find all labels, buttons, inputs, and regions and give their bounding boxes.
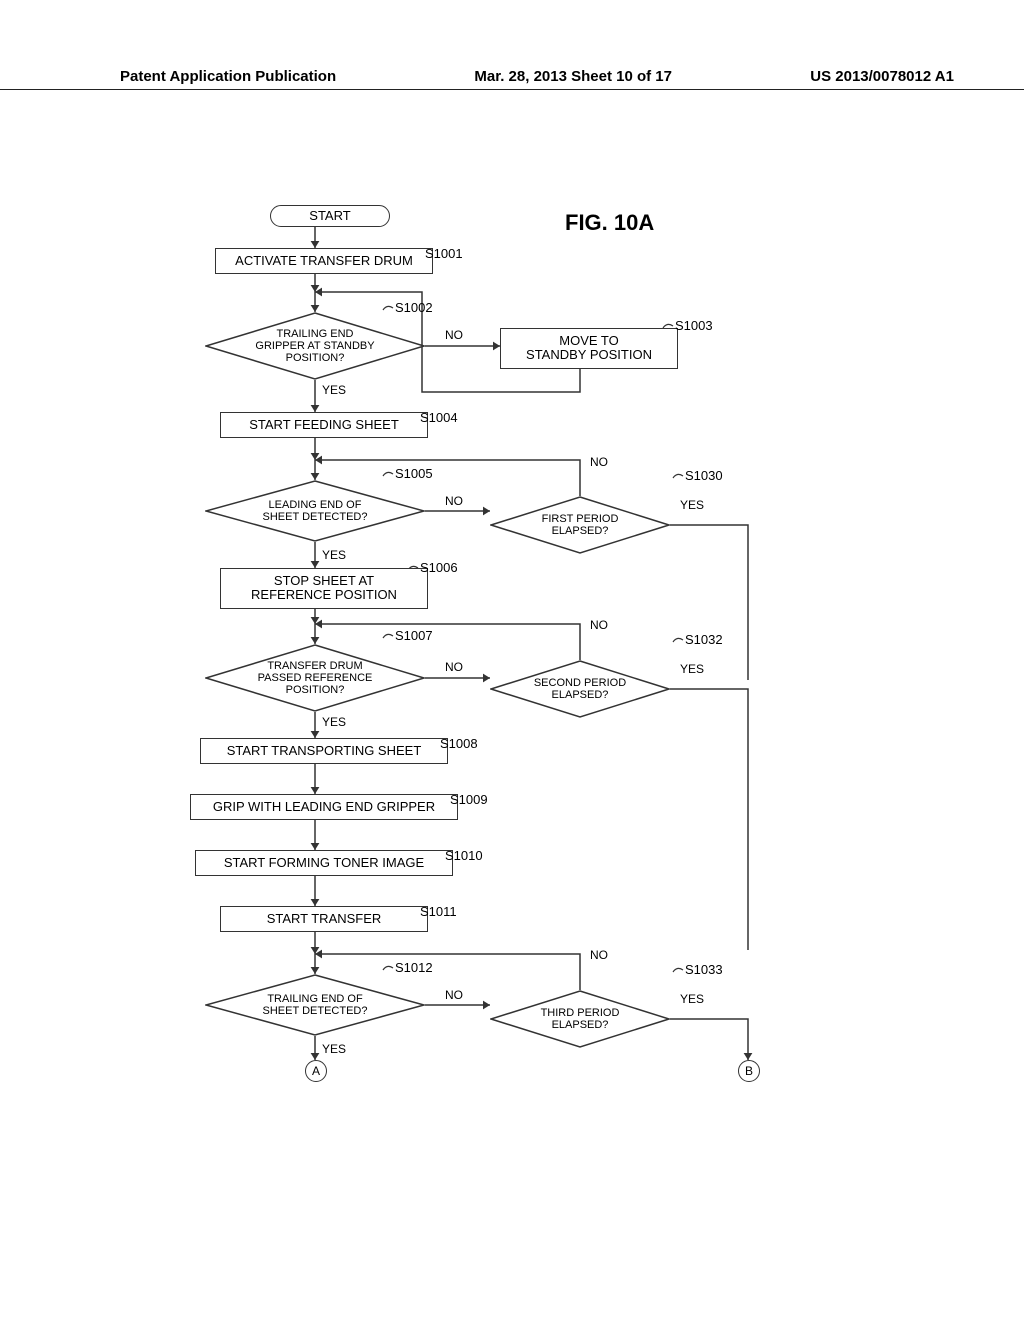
step-label-s1001: S1001 xyxy=(425,246,463,261)
no-label: NO xyxy=(445,328,463,342)
decision-text-s1007: TRANSFER DRUMPASSED REFERENCEPOSITION? xyxy=(205,644,425,712)
header-left: Patent Application Publication xyxy=(120,68,336,85)
decision-text-s1032: SECOND PERIODELAPSED? xyxy=(490,660,670,718)
decision-s1033: THIRD PERIODELAPSED? xyxy=(490,990,670,1048)
decision-s1030: FIRST PERIODELAPSED? xyxy=(490,496,670,554)
step-label-s1002: S1002 xyxy=(395,300,433,315)
no-label: NO xyxy=(590,948,608,962)
no-label: NO xyxy=(590,455,608,469)
process-s1006: STOP SHEET ATREFERENCE POSITION xyxy=(220,568,428,609)
decision-text-s1030: FIRST PERIODELAPSED? xyxy=(490,496,670,554)
connector-connA: A xyxy=(305,1060,327,1082)
no-label: NO xyxy=(445,660,463,674)
decision-s1012: TRAILING END OFSHEET DETECTED? xyxy=(205,974,425,1036)
process-s1008: START TRANSPORTING SHEET xyxy=(200,738,448,764)
no-label: NO xyxy=(590,618,608,632)
step-label-s1004: S1004 xyxy=(420,410,458,425)
step-label-s1009: S1009 xyxy=(450,792,488,807)
yes-label: YES xyxy=(322,383,346,397)
yes-label: YES xyxy=(322,1042,346,1056)
yes-label: YES xyxy=(322,715,346,729)
no-label: NO xyxy=(445,988,463,1002)
yes-label: YES xyxy=(680,992,704,1006)
terminator-start: START xyxy=(270,205,390,227)
decision-text-s1033: THIRD PERIODELAPSED? xyxy=(490,990,670,1048)
yes-label: YES xyxy=(680,662,704,676)
decision-s1007: TRANSFER DRUMPASSED REFERENCEPOSITION? xyxy=(205,644,425,712)
no-label: NO xyxy=(445,494,463,508)
decision-text-s1002: TRAILING ENDGRIPPER AT STANDBYPOSITION? xyxy=(205,312,425,380)
decision-text-s1005: LEADING END OFSHEET DETECTED? xyxy=(205,480,425,542)
process-s1011: START TRANSFER xyxy=(220,906,428,932)
header-center: Mar. 28, 2013 Sheet 10 of 17 xyxy=(474,68,672,85)
step-label-s1006: S1006 xyxy=(420,560,458,575)
step-label-s1032: S1032 xyxy=(685,632,723,647)
step-label-s1010: S1010 xyxy=(445,848,483,863)
step-label-s1008: S1008 xyxy=(440,736,478,751)
yes-label: YES xyxy=(322,548,346,562)
step-label-s1003: S1003 xyxy=(675,318,713,333)
process-s1010: START FORMING TONER IMAGE xyxy=(195,850,453,876)
decision-s1032: SECOND PERIODELAPSED? xyxy=(490,660,670,718)
step-label-s1012: S1012 xyxy=(395,960,433,975)
step-label-s1030: S1030 xyxy=(685,468,723,483)
yes-label: YES xyxy=(680,498,704,512)
decision-s1002: TRAILING ENDGRIPPER AT STANDBYPOSITION? xyxy=(205,312,425,380)
step-label-s1011: S1011 xyxy=(420,904,457,919)
process-s1004: START FEEDING SHEET xyxy=(220,412,428,438)
page-header: Patent Application Publication Mar. 28, … xyxy=(0,68,1024,90)
figure-title: FIG. 10A xyxy=(565,210,654,236)
process-s1003: MOVE TOSTANDBY POSITION xyxy=(500,328,678,369)
step-label-s1005: S1005 xyxy=(395,466,433,481)
connector-connB: B xyxy=(738,1060,760,1082)
decision-s1005: LEADING END OFSHEET DETECTED? xyxy=(205,480,425,542)
decision-text-s1012: TRAILING END OFSHEET DETECTED? xyxy=(205,974,425,1036)
step-label-s1033: S1033 xyxy=(685,962,723,977)
header-right: US 2013/0078012 A1 xyxy=(810,68,954,85)
process-s1001: ACTIVATE TRANSFER DRUM xyxy=(215,248,433,274)
process-s1009: GRIP WITH LEADING END GRIPPER xyxy=(190,794,458,820)
step-label-s1007: S1007 xyxy=(395,628,433,643)
page: Patent Application Publication Mar. 28, … xyxy=(0,0,1024,1320)
